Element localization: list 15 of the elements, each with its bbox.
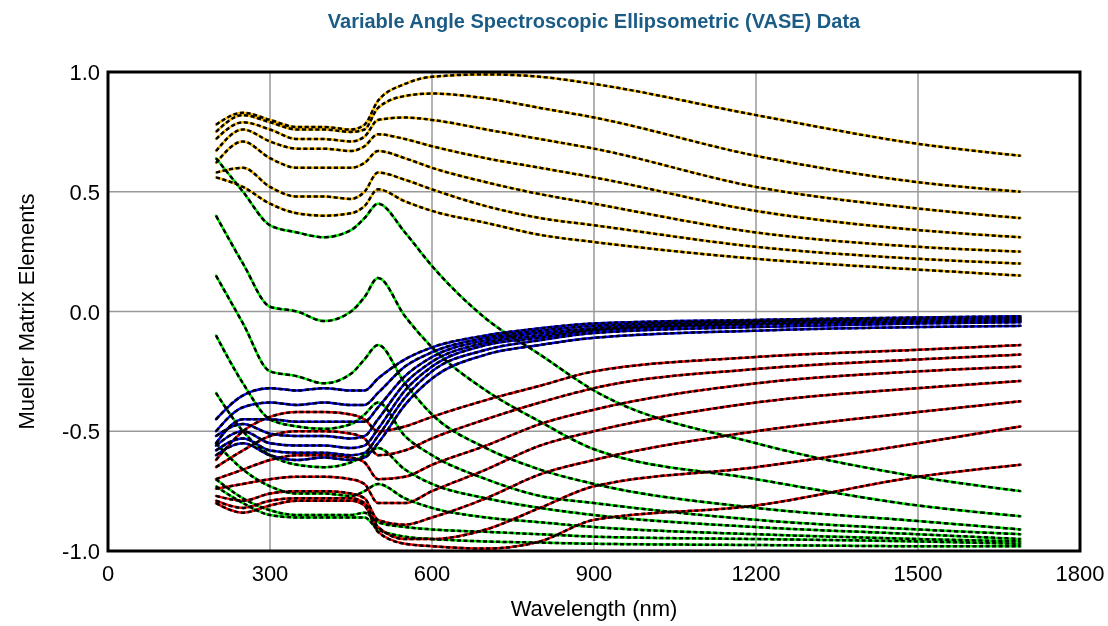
y-tick-label: -1.0 xyxy=(62,539,100,564)
x-tick-label: 600 xyxy=(413,561,451,586)
x-tick-label: 300 xyxy=(251,561,289,586)
x-axis-title: Wavelength (nm) xyxy=(510,596,678,621)
x-tick-label: 0 xyxy=(101,561,115,586)
x-tick-label: 1800 xyxy=(1055,561,1105,586)
y-axis-title: Mueller Matrix Elements xyxy=(14,193,39,430)
x-tick-label: 900 xyxy=(575,561,613,586)
y-tick-label: 0.5 xyxy=(69,179,100,205)
x-tick-label: 1500 xyxy=(893,561,943,586)
chart-title: Variable Angle Spectroscopic Ellipsometric (VASE) Data xyxy=(327,10,862,32)
x-tick-label: 1200 xyxy=(731,561,781,586)
y-tick-label: 0.0 xyxy=(69,299,100,325)
y-tick-label: 1.0 xyxy=(69,60,100,85)
y-tick-label: -0.5 xyxy=(62,419,100,445)
